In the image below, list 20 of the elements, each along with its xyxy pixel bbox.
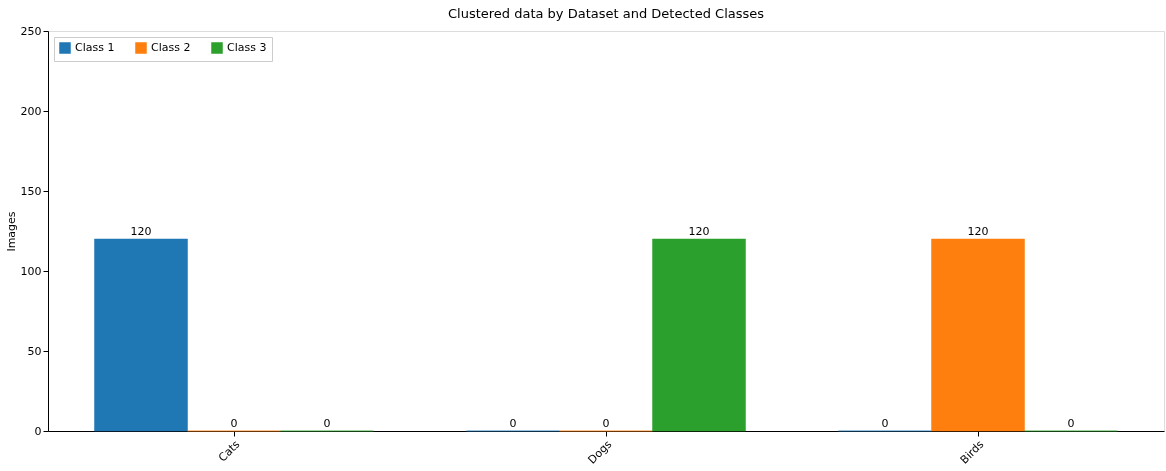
y-tick-label: 150 (20, 184, 42, 198)
data-label: 120 (688, 225, 710, 238)
y-tick-label: 100 (20, 264, 42, 278)
legend-label: Class 3 (227, 41, 267, 54)
y-tick-label: 250 (20, 24, 42, 38)
y-tick-label: 0 (34, 424, 42, 438)
y-axis-title: Images (4, 211, 18, 252)
legend-label: Class 2 (151, 41, 191, 54)
data-label: 0 (230, 417, 238, 430)
y-tick-label: 200 (20, 104, 42, 118)
data-label: 120 (967, 225, 989, 238)
chart-title: Clustered data by Dataset and Detected Classes (447, 6, 765, 21)
y-tick-label: 50 (27, 344, 42, 358)
data-label: 120 (130, 225, 152, 238)
data-label: 0 (509, 417, 517, 430)
legend-label: Class 1 (75, 41, 115, 54)
data-label: 0 (1067, 417, 1075, 430)
data-label: 0 (323, 417, 331, 430)
data-label: 0 (602, 417, 610, 430)
data-label: 0 (881, 417, 889, 430)
